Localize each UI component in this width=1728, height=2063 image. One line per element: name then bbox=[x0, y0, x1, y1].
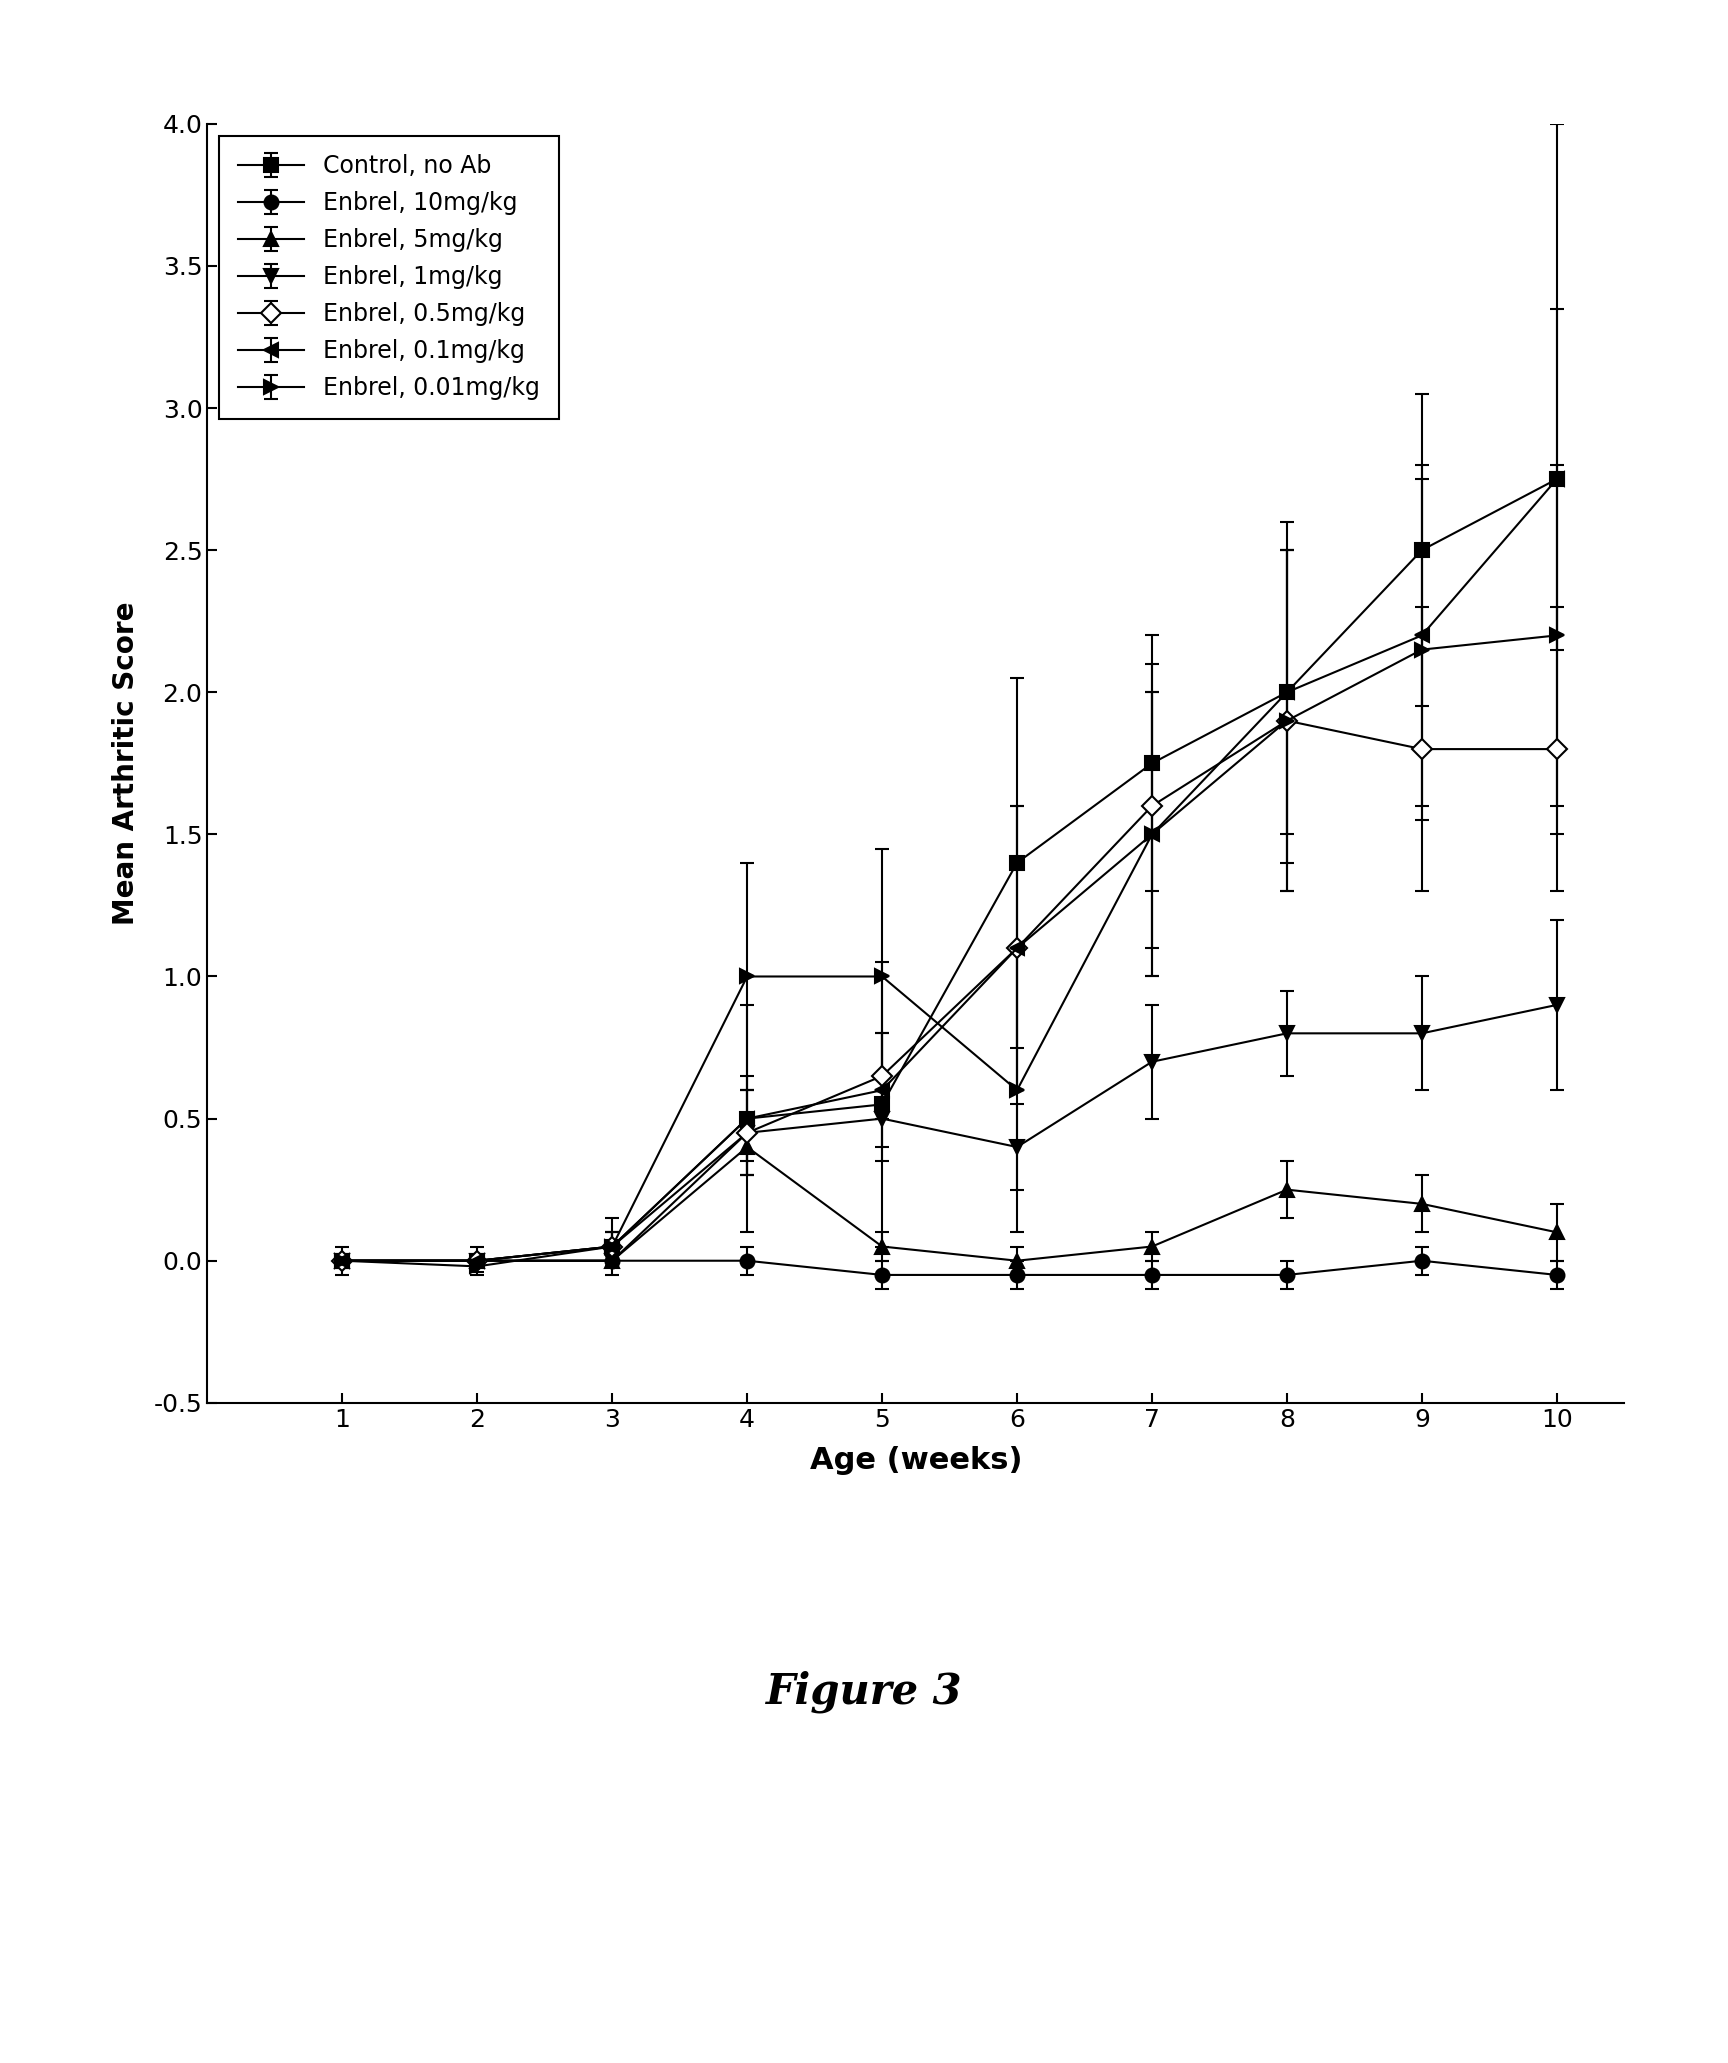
Legend: Control, no Ab, Enbrel, 10mg/kg, Enbrel, 5mg/kg, Enbrel, 1mg/kg, Enbrel, 0.5mg/k: Control, no Ab, Enbrel, 10mg/kg, Enbrel,… bbox=[219, 136, 558, 419]
Y-axis label: Mean Arthritic Score: Mean Arthritic Score bbox=[112, 602, 140, 924]
Text: Figure 3: Figure 3 bbox=[766, 1671, 962, 1712]
X-axis label: Age (weeks): Age (weeks) bbox=[810, 1446, 1021, 1475]
